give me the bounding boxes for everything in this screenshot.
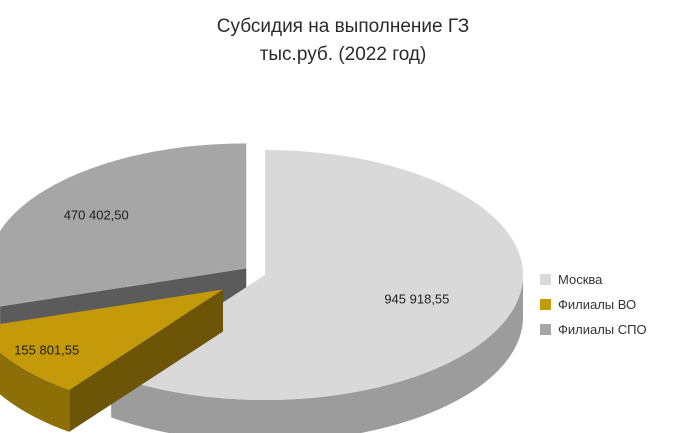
chart-subtitle: тыс.руб. (2022 год) <box>260 44 427 65</box>
pie-slice-wall <box>69 289 224 432</box>
pie-slice-top <box>0 143 247 307</box>
legend-swatch <box>540 299 551 310</box>
legend-label: Москва <box>558 272 603 287</box>
legend-item: Москва <box>540 272 603 287</box>
data-label: 470 402,50 <box>64 207 129 222</box>
pie-slices <box>0 143 523 433</box>
pie-slice-side <box>0 352 70 432</box>
legend-label: Филиалы ВО <box>558 297 636 312</box>
legend-swatch <box>540 274 551 285</box>
data-labels: 945 918,55 155 801,55 470 402,50 <box>14 207 449 357</box>
pie-slice-top <box>111 150 523 400</box>
pie-slice-side <box>111 275 523 433</box>
data-label: 155 801,55 <box>14 343 79 358</box>
pie-slice-2 <box>0 289 224 432</box>
chart-title: Субсидия на выполнение ГЗ <box>217 16 469 37</box>
pie-slice-top <box>0 289 224 390</box>
legend-item: Филиалы СПО <box>540 322 647 337</box>
legend: Москва Филиалы ВО Филиалы СПО <box>540 272 647 337</box>
legend-label: Филиалы СПО <box>558 322 647 337</box>
legend-item: Филиалы ВО <box>540 297 636 312</box>
pie-slice-1 <box>111 150 523 433</box>
data-label: 945 918,55 <box>384 291 449 306</box>
legend-swatch <box>540 324 551 335</box>
